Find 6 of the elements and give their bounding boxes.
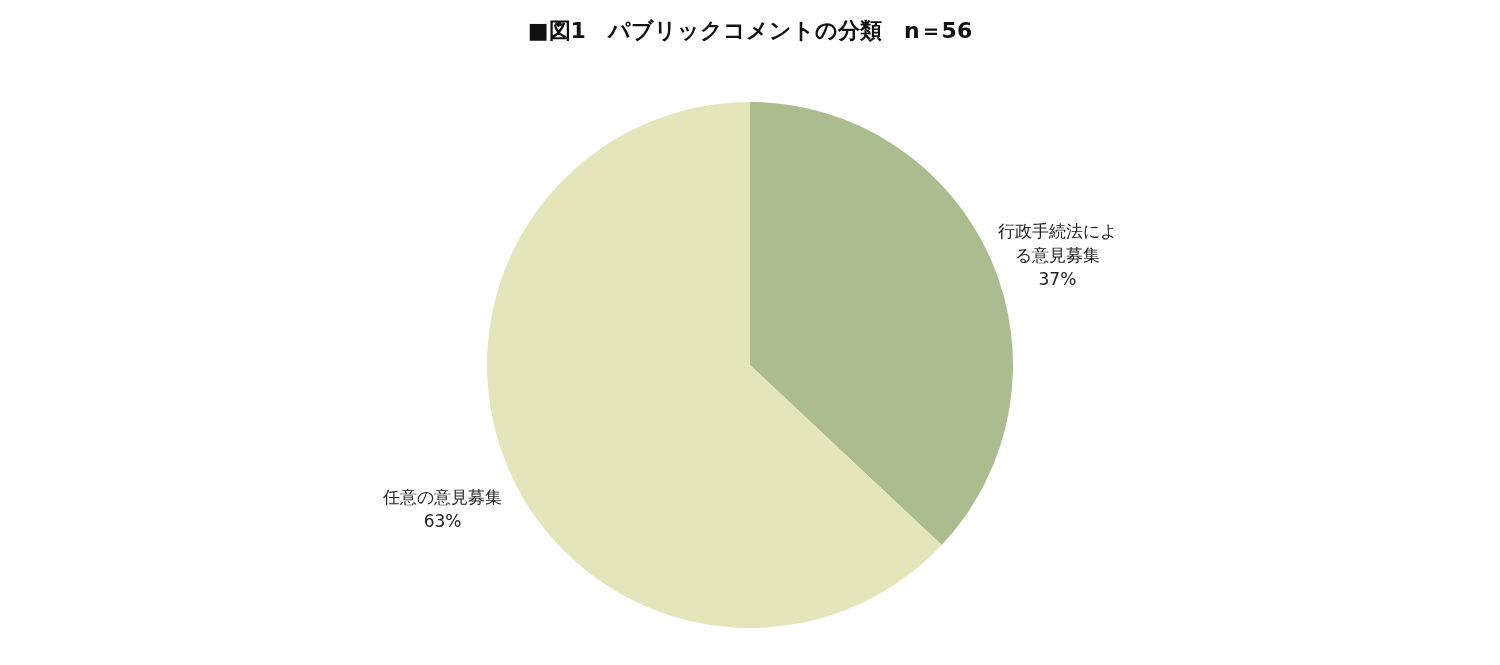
data-label: 63% [423, 511, 462, 532]
slice-label: 任意の意見募集 [382, 487, 503, 508]
data-label: 37% [1038, 268, 1077, 289]
slice-label: 行政手続法による意見募集 [997, 220, 1117, 265]
pie-slice [487, 102, 942, 628]
chart-title: ■図1 パブリックコメントの分類 n＝56 [527, 18, 973, 43]
